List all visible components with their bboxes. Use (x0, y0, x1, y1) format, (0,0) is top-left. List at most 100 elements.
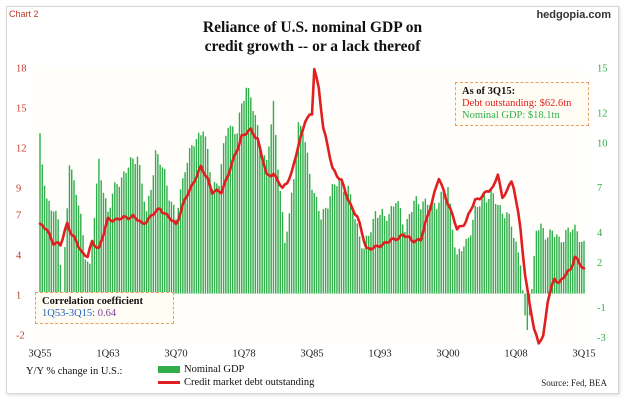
gdp-bar (513, 238, 515, 294)
gdp-bar (347, 185, 349, 294)
gdp-bar (338, 178, 340, 294)
gdp-bar (406, 219, 408, 294)
gdp-bar (397, 201, 399, 294)
gdp-bar (474, 205, 476, 294)
gdp-bar (129, 157, 132, 294)
gdp-bar (111, 193, 114, 294)
x-axis-tick-label: 3Q70 (164, 348, 187, 359)
gdp-bar (386, 220, 388, 294)
gdp-bar (551, 230, 553, 294)
as-of-debt: Debt outstanding: $62.6tn (462, 98, 572, 109)
gdp-bar (252, 111, 254, 294)
gdp-bar (80, 213, 82, 294)
gdp-bar (501, 213, 504, 294)
gdp-bar (39, 133, 41, 294)
gdp-bar (77, 205, 80, 294)
gdp-bar (43, 185, 46, 294)
gdp-bar (107, 211, 109, 294)
gdp-bar (449, 203, 451, 294)
gdp-bar (200, 135, 202, 294)
gdp-bar (197, 132, 200, 294)
x-axis-tick-label: 3Q15 (572, 348, 595, 359)
gdp-bar (411, 212, 413, 294)
x-axis-tick-label: 3Q00 (436, 348, 459, 359)
gdp-bar (250, 97, 252, 294)
gdp-bar (576, 231, 578, 294)
gdp-bar (265, 160, 268, 294)
right-axis-tick-label: -1 (597, 303, 606, 314)
gdp-bar (544, 239, 547, 294)
gdp-bar (510, 226, 513, 294)
gdp-bar (118, 186, 121, 294)
gdp-bar (497, 204, 499, 294)
gdp-bar (336, 186, 338, 294)
gdp-bar (256, 125, 259, 294)
gdp-bar (123, 171, 125, 294)
gdp-bar (492, 193, 495, 294)
legend-label-debt: Credit market debt outstanding (184, 377, 315, 388)
gdp-bar (490, 190, 492, 294)
gdp-bar (132, 158, 134, 294)
gdp-bar (152, 175, 155, 294)
gdp-bar (193, 146, 195, 294)
gdp-bar (125, 173, 127, 294)
gdp-bar (127, 167, 130, 294)
gdp-bar (204, 136, 207, 294)
gdp-bar (424, 198, 427, 294)
gdp-bar (286, 231, 288, 294)
gdp-bar (422, 201, 424, 294)
left-axis-tick-label: 9 (16, 184, 21, 195)
gdp-bar (227, 127, 229, 294)
gdp-bar (503, 218, 506, 294)
gdp-bar (361, 248, 363, 294)
gdp-bar (202, 131, 204, 294)
gdp-bar (295, 154, 297, 294)
gdp-bar (553, 237, 556, 294)
gdp-bar (379, 214, 381, 294)
gdp-bar (345, 193, 347, 294)
gdp-bar (188, 148, 191, 294)
chart-title-line-2: credit growth -- or a lack thereof (204, 38, 421, 55)
gdp-bar (311, 189, 313, 294)
gdp-bar (535, 230, 538, 294)
gdp-bar (333, 184, 336, 294)
gdp-bar (565, 229, 567, 294)
gdp-bar (95, 183, 98, 294)
gdp-bar (354, 219, 356, 294)
debt-line-series (38, 67, 586, 345)
gdp-bar (175, 219, 177, 294)
gdp-bar (231, 126, 234, 294)
gdp-bar (540, 223, 542, 294)
gdp-bar (247, 88, 250, 294)
gdp-bar (320, 219, 322, 294)
gdp-bar (388, 214, 390, 294)
gdp-bar (508, 213, 510, 294)
gdp-bar (57, 219, 59, 294)
gdp-bar (340, 181, 343, 294)
gdp-bar (50, 210, 53, 294)
gdp-bar (472, 219, 474, 294)
gdp-bar (55, 210, 57, 294)
gdp-bar (154, 150, 157, 294)
gdp-bar (404, 231, 406, 294)
gdp-bar (277, 169, 279, 294)
gdp-bar (494, 204, 497, 294)
right-axis-tick-label: 7 (597, 183, 602, 194)
gdp-bar (263, 155, 266, 294)
gdp-bar (254, 115, 257, 294)
gdp-bar (458, 248, 461, 294)
gdp-bar (522, 290, 524, 294)
left-axis-tick-label: 12 (16, 144, 27, 155)
gdp-bar (451, 229, 454, 294)
gdp-bar (177, 207, 179, 294)
gdp-bar (213, 182, 216, 294)
gdp-bar (447, 187, 449, 294)
gdp-bar (64, 247, 66, 294)
legend-label-gdp: Nominal GDP (184, 364, 245, 375)
as-of-annotation-box: As of 3Q15: Debt outstanding: $62.6tn No… (455, 82, 589, 126)
gdp-bar (86, 261, 89, 294)
gdp-bar (225, 135, 227, 294)
gdp-bar (145, 211, 148, 294)
left-axis-tick-label: -2 (16, 331, 25, 342)
